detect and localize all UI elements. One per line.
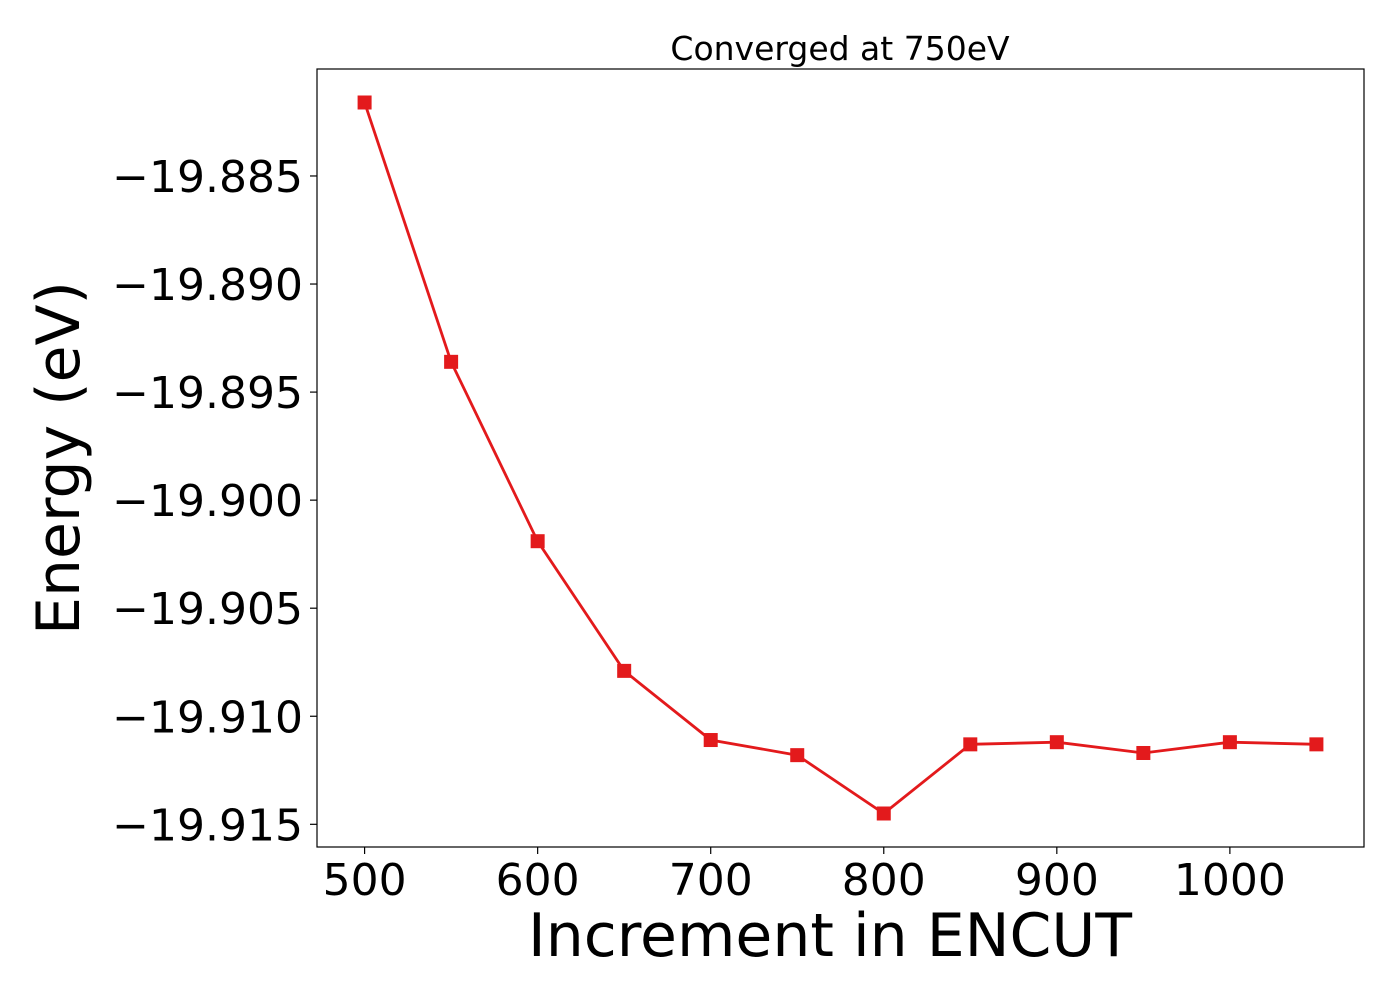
x-tick-label: 700	[669, 855, 753, 906]
x-tick-label: 500	[323, 855, 407, 906]
y-tick-label: −19.900	[112, 476, 303, 527]
data-point-marker	[357, 95, 372, 110]
data-point-marker	[876, 806, 891, 821]
data-point-marker	[790, 748, 805, 763]
chart-title: Converged at 750eV	[670, 29, 1010, 68]
x-tick-label: 900	[1015, 855, 1099, 906]
y-axis-ticks: −19.885 −19.890 −19.895 −19.900 −19.905 −19.9…	[112, 152, 317, 851]
x-tick-label: 600	[496, 855, 580, 906]
data-point-marker	[1049, 735, 1064, 750]
y-axis-label: Energy (eV)	[24, 281, 94, 635]
data-point-marker	[444, 354, 459, 369]
data-point-marker	[1222, 735, 1237, 750]
y-tick-label: −19.895	[112, 368, 303, 419]
y-tick-label: −19.890	[112, 260, 303, 311]
data-point-marker	[617, 663, 632, 678]
x-axis-ticks: 500 600 700 800 900 1000	[323, 847, 1286, 906]
data-point-marker	[1309, 737, 1324, 752]
data-point-marker	[530, 534, 545, 549]
x-tick-label: 800	[842, 855, 926, 906]
series-line	[363, 102, 1317, 816]
y-tick-label: −19.885	[112, 152, 303, 203]
y-tick-label: −19.915	[112, 800, 303, 851]
x-axis-label: Increment in ENCUT	[528, 901, 1132, 971]
x-tick-label: 1000	[1174, 855, 1286, 906]
data-point-marker	[703, 733, 718, 748]
plot-area-frame	[316, 68, 1365, 848]
data-point-marker	[1136, 745, 1151, 760]
y-tick-label: −19.905	[112, 584, 303, 635]
series-energy	[357, 95, 1324, 821]
y-tick-label: −19.910	[112, 692, 303, 743]
data-point-marker	[963, 737, 978, 752]
